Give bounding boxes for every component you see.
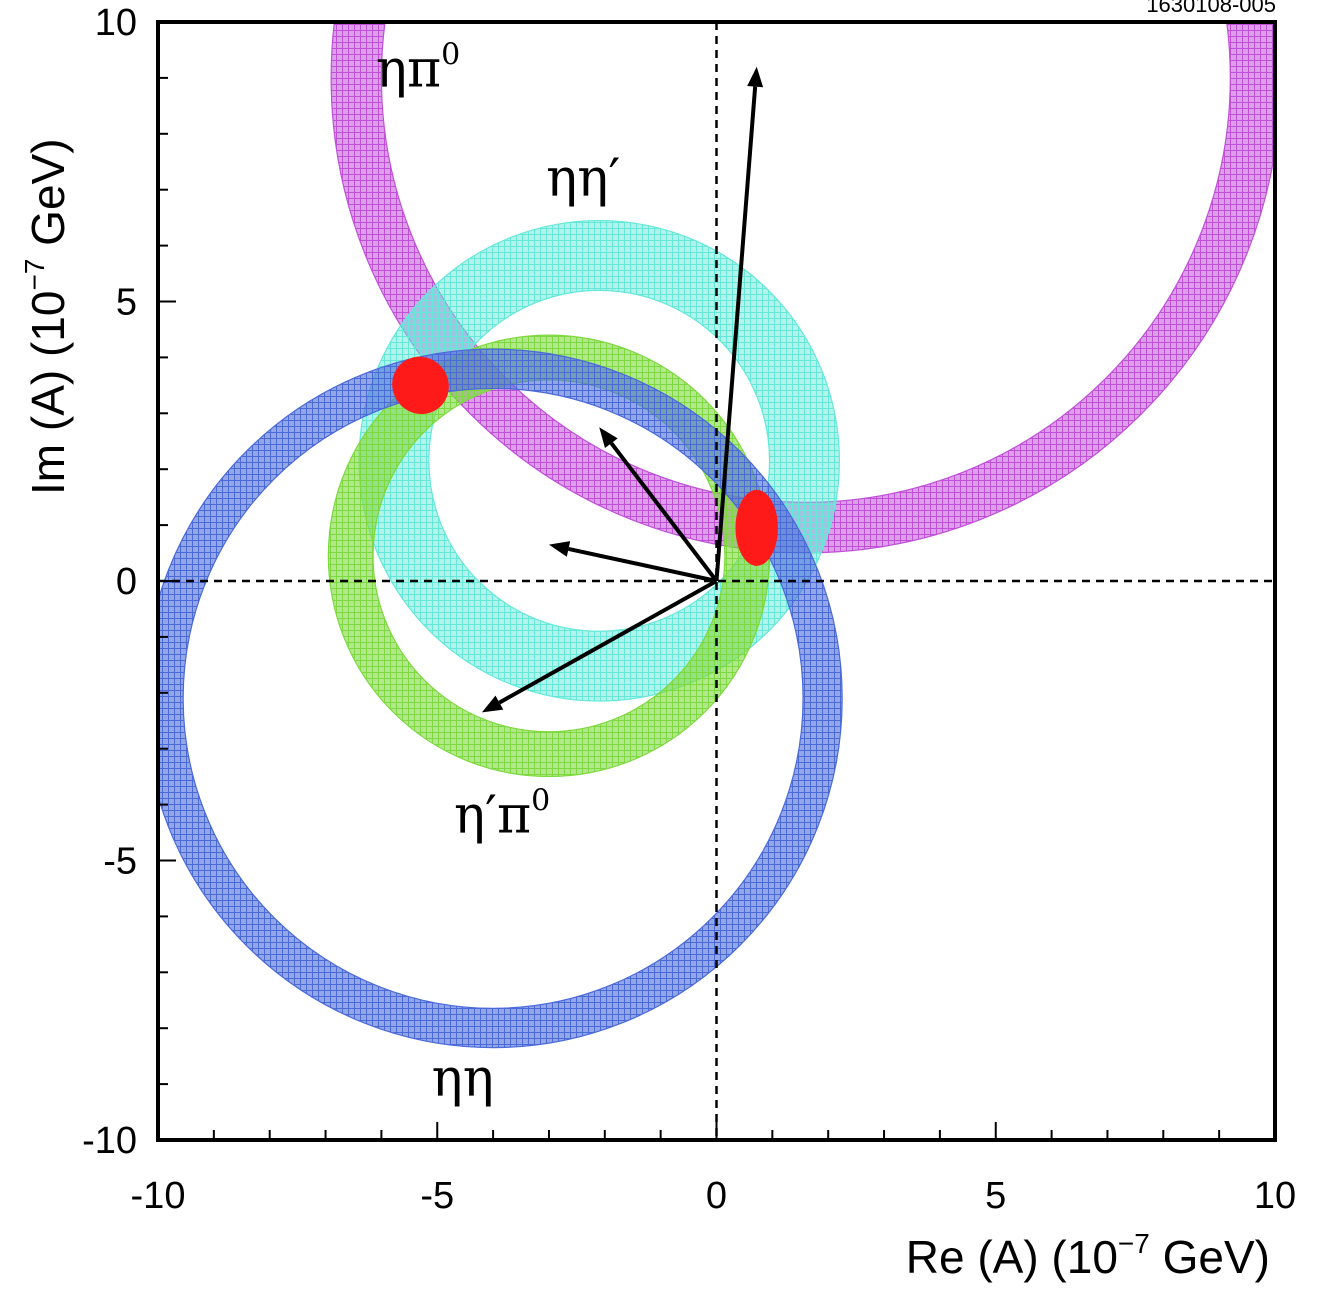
ticks-layer: -10 -5 0 5 10 10 5 0 -5 -10 — [82, 2, 1296, 1217]
y-tick-label: -10 — [82, 1120, 137, 1162]
amplitude-vector-3 — [548, 541, 717, 583]
amplitude-vector-2 — [599, 427, 719, 583]
x-tick-label: 0 — [706, 1175, 727, 1217]
x-tick-label: 5 — [985, 1175, 1006, 1217]
solution-region-1 — [392, 356, 449, 415]
ring-label-etaprime_pi0: η′π0 — [454, 784, 550, 846]
rings-layer — [158, 22, 1275, 1049]
solution-region-2 — [735, 489, 778, 566]
ring-label-eta_eta: ηη — [432, 1048, 494, 1108]
y-axis-label: Im (A) (10−7 GeV) — [19, 138, 74, 495]
y-tick-label: 0 — [116, 561, 137, 603]
arrowhead — [481, 695, 504, 713]
x-axis-label-tail: GeV) — [1150, 1231, 1270, 1283]
ring-labels-layer: ηπ0 ηη′ η′π0 ηη — [376, 37, 620, 1108]
x-axis-label-exponent: −7 — [1118, 1228, 1150, 1259]
y-tick-label: 5 — [116, 282, 137, 324]
x-axis-label: Re (A) (10−7 GeV) — [906, 1228, 1270, 1283]
x-axis-label-main: Re (A) (10 — [906, 1231, 1118, 1283]
reference-lines — [158, 22, 1275, 1140]
amplitude-vector-4 — [481, 579, 718, 713]
vectors-layer — [481, 66, 764, 713]
solutions-layer — [392, 356, 778, 566]
y-tick-label: -5 — [103, 841, 137, 883]
ring-eta_eta — [158, 347, 843, 1049]
y-axis-label-main: Im (A) (10 — [22, 291, 74, 495]
arrowhead — [599, 427, 618, 449]
ring-label-eta_pi0: ηπ0 — [376, 37, 460, 99]
amplitude-vector-1 — [714, 66, 764, 582]
x-tick-label: 10 — [1254, 1175, 1296, 1217]
y-axis-label-exponent: −7 — [19, 259, 50, 291]
arrowhead — [747, 66, 764, 88]
arrowhead — [548, 541, 571, 557]
y-axis-label-tail: GeV) — [22, 138, 74, 258]
x-tick-label: -5 — [420, 1175, 454, 1217]
y-tick-label: 10 — [95, 2, 137, 44]
corner-label: 1630108-005 — [1146, 0, 1276, 17]
x-tick-label: -10 — [131, 1175, 186, 1217]
ring-label-eta_etaprime: ηη′ — [546, 148, 620, 208]
